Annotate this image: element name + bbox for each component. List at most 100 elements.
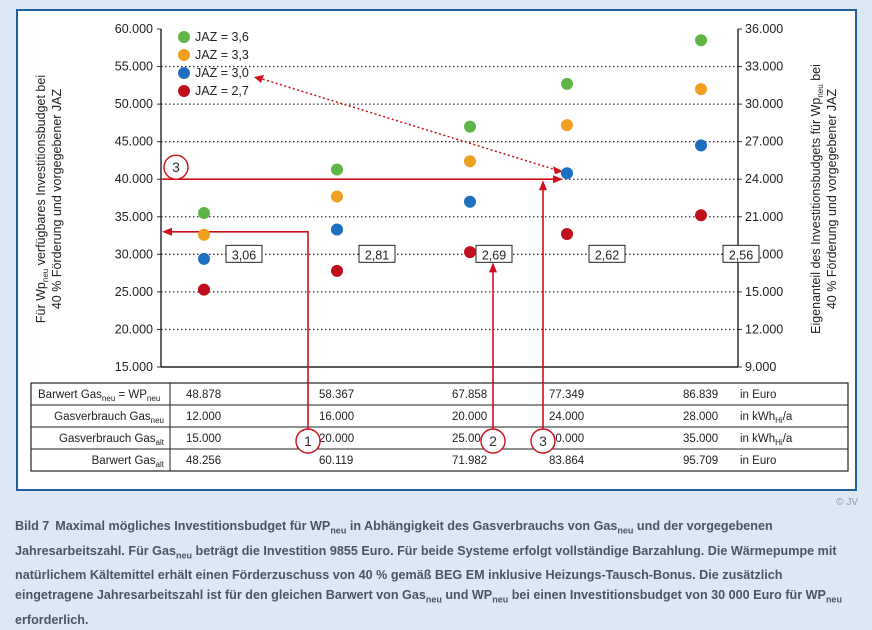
data-point [198,207,210,220]
table-cell: 60.119 [319,455,353,467]
jaz-label-text: 2,69 [482,248,506,262]
annotation-badge-3-label: 3 [539,433,547,449]
y-axis-title-left-line2: 40 % Förderung und vorgegebener JAZ [50,89,64,310]
data-point [464,195,476,208]
caption-subscript: neu [492,594,509,605]
table-cell: 83.864 [549,455,585,467]
jaz-label-text: 2,62 [595,248,619,262]
jaz-label-text: 3,06 [232,248,256,262]
annotation-badge-1: 1 [295,428,321,454]
data-point [695,34,707,47]
annotation-badge-3-top-label: 3 [172,159,180,175]
chart: 60.000 36.000 55.000 33.000 50.000 30.000 45.0… [30,22,849,472]
annotation-arrow-1-head [162,227,172,236]
y-left-tick-label: 15.000 [115,360,153,374]
data-point [198,283,210,296]
caption-text: Maximal mögliches Investitionsbudget für… [15,519,842,627]
table-cell: 30.000 [549,433,584,445]
annotation-badge-2: 2 [480,428,506,454]
jaz-label: 2,69 [475,244,513,263]
y-axis-title-right-line2: 40 % Förderung und vorgegebener JAZ [825,89,839,310]
y-right-tick-label: 33.000 [745,60,783,74]
table-cell: 20.000 [319,433,354,445]
y-right-tick-label: 15.000 [745,285,783,299]
data-point [464,246,476,259]
y-left-tick-label: 30.000 [115,247,153,261]
annotation-arrow-2-head [489,262,497,273]
caption-subscript: neu [617,525,634,536]
caption-figure-number: Bild 7 [15,519,50,533]
table-unit: in Euro [740,455,776,467]
legend-marker [178,67,190,79]
table-cell: 28.000 [683,411,718,423]
table-unit: in Euro [740,389,776,401]
y-axis-title-right-line1: Eigenanteil des Investitionsbudgets für … [809,64,825,334]
data-point [464,155,476,168]
y-axis-title-left-line1: Für Wpneu verfügbares Investitionsbudget… [34,75,50,323]
y-left-tick-label: 50.000 [115,97,153,111]
annotation-badge-2-circle [480,428,506,454]
table-cell: 15.000 [186,433,221,445]
y-right-tick-label: 27.000 [745,135,783,149]
table-cell: 12.000 [186,411,221,423]
y-right-tick-label: 36.000 [745,22,783,36]
y-left-tick-label: 55.000 [115,60,153,74]
figure-caption: Bild 7 Maximal mögliches Investitionsbudg… [15,516,857,630]
y-left-tick-label: 45.000 [115,135,153,149]
y-right-tick-label: 9.000 [745,360,776,374]
data-point [561,119,573,132]
legend-marker [178,85,190,97]
y-right-tick-label: 30.000 [745,97,783,111]
annotation-arrow-1 [169,231,309,431]
annotation-badge-3-top: 3 [163,154,189,180]
caption-subscript: neu [176,550,193,561]
caption-subscript: neu [330,525,347,536]
jaz-label-text: 2,56 [729,248,753,262]
table-cell: 95.709 [683,455,718,467]
jaz-label-box [722,244,760,263]
data-point [198,252,210,265]
y-left-tick-label: 40.000 [115,172,153,186]
legend-label: JAZ = 3,6 [195,30,249,44]
jaz-label: 2,81 [358,244,396,263]
y-axis-title-right: Eigenanteil des Investitionsbudgets für … [809,64,839,334]
y-right-tick-label: 21.000 [745,210,783,224]
table-cell: 86.839 [683,389,718,401]
table-cell: 71.982 [452,455,487,467]
data-point [331,163,343,176]
legend-marker [178,31,190,43]
data-point [331,264,343,277]
annotation-badge-2-label: 2 [489,433,497,449]
table-row-label: Barwert Gasneu = WPneu [38,389,160,403]
y-right-tick-label: 12.000 [745,322,783,336]
jaz-label: 3,06 [225,244,263,263]
jaz-label: 2,62 [588,244,626,263]
table-cell: 35.000 [683,433,718,445]
table-row-label: Barwert Gasalt [92,455,165,469]
annotation-badge-3-top-circle [163,154,189,180]
dotted-connector [258,77,558,171]
table-cell: 67.858 [452,389,487,401]
dotted-connector-head-legend [254,75,264,83]
y-left-tick-label: 35.000 [115,210,153,224]
figure-frame: 60.000 36.000 55.000 33.000 50.000 30.000 45.0… [16,9,857,491]
annotation-arrow-3-head [539,180,547,191]
legend-label: JAZ = 3,0 [195,66,249,80]
y-left-tick-label: 25.000 [115,285,153,299]
data-point [695,83,707,96]
table-cell: 48.256 [186,455,221,467]
dotted-connector-head-point [553,166,563,175]
jaz-label-box [358,244,396,263]
table-row-label: Gasverbrauch Gasalt [59,433,165,447]
jaz-label-box [588,244,626,263]
y-left-tick-label: 20.000 [115,322,153,336]
copyright: © JV [836,497,858,508]
data-point [331,223,343,236]
data-point [695,209,707,222]
table-cell: 77.349 [549,389,584,401]
jaz-label-text: 2,81 [365,248,389,262]
table-cell: 58.367 [319,389,354,401]
table-row-label: Gasverbrauch Gasneu [54,411,164,425]
jaz-label-box [475,244,513,263]
data-point [561,167,573,180]
